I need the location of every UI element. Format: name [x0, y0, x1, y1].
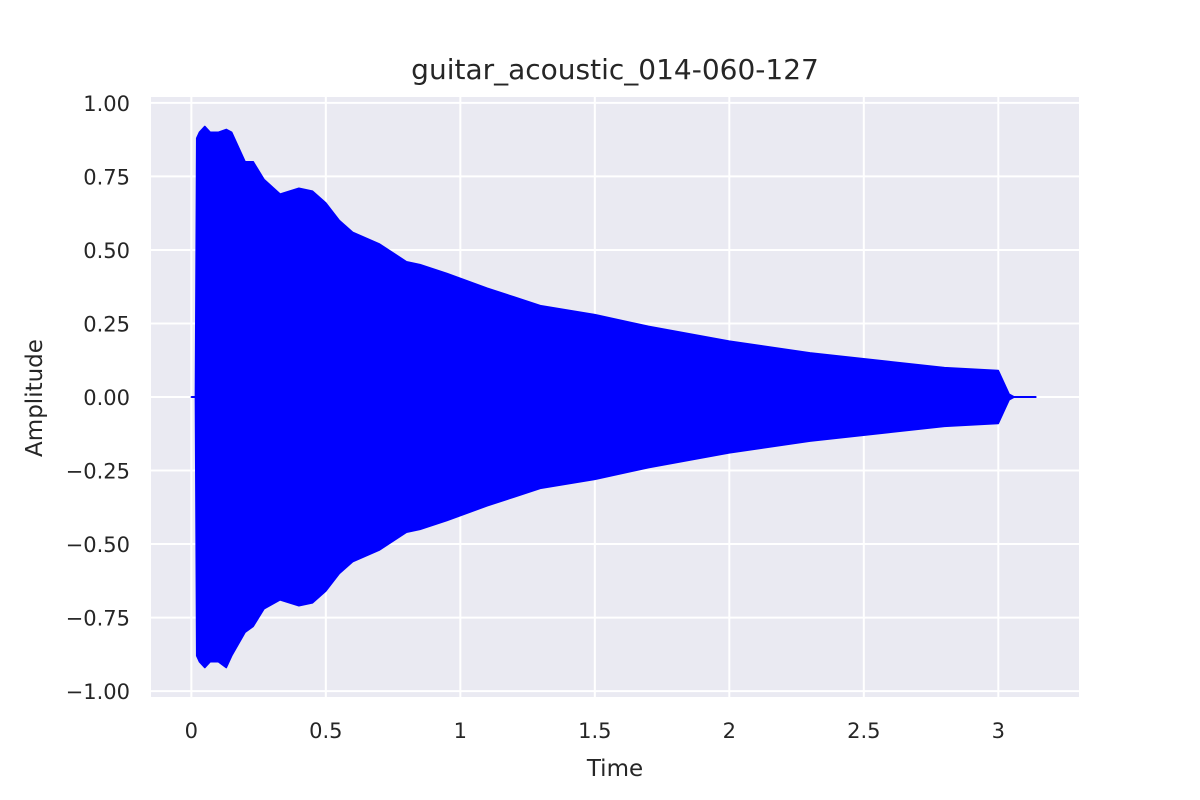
x-axis-ticks: 0 0.5 1 1.5 2 2.5 3 — [185, 719, 1005, 743]
y-axis-label: Amplitude — [22, 339, 48, 457]
x-axis-label: Time — [586, 756, 643, 782]
chart-title: guitar_acoustic_014-060-127 — [411, 53, 819, 86]
y-axis-ticks: −1.00 −0.75 −0.50 −0.25 0.00 0.25 0.50 0.75 1.00 — [66, 92, 130, 704]
y-tick-label-8: 1.00 — [83, 92, 130, 116]
y-tick-label-1: −0.75 — [66, 607, 130, 631]
x-tick-label-3: 1.5 — [578, 719, 611, 743]
y-tick-label-6: 0.50 — [83, 239, 130, 263]
x-tick-label-2: 1 — [454, 719, 467, 743]
y-tick-label-5: 0.25 — [83, 312, 130, 336]
x-tick-label-1: 0.5 — [309, 719, 342, 743]
y-tick-label-4: 0.00 — [83, 386, 130, 410]
y-tick-label-7: 0.75 — [83, 165, 130, 189]
x-tick-label-0: 0 — [185, 719, 198, 743]
series-group — [190, 125, 1037, 669]
y-tick-label-0: −1.00 — [66, 680, 130, 704]
x-tick-label-6: 3 — [992, 719, 1005, 743]
x-tick-label-5: 2.5 — [847, 719, 880, 743]
y-tick-label-3: −0.25 — [66, 460, 130, 484]
y-tick-label-2: −0.50 — [66, 533, 130, 557]
x-tick-label-4: 2 — [723, 719, 736, 743]
